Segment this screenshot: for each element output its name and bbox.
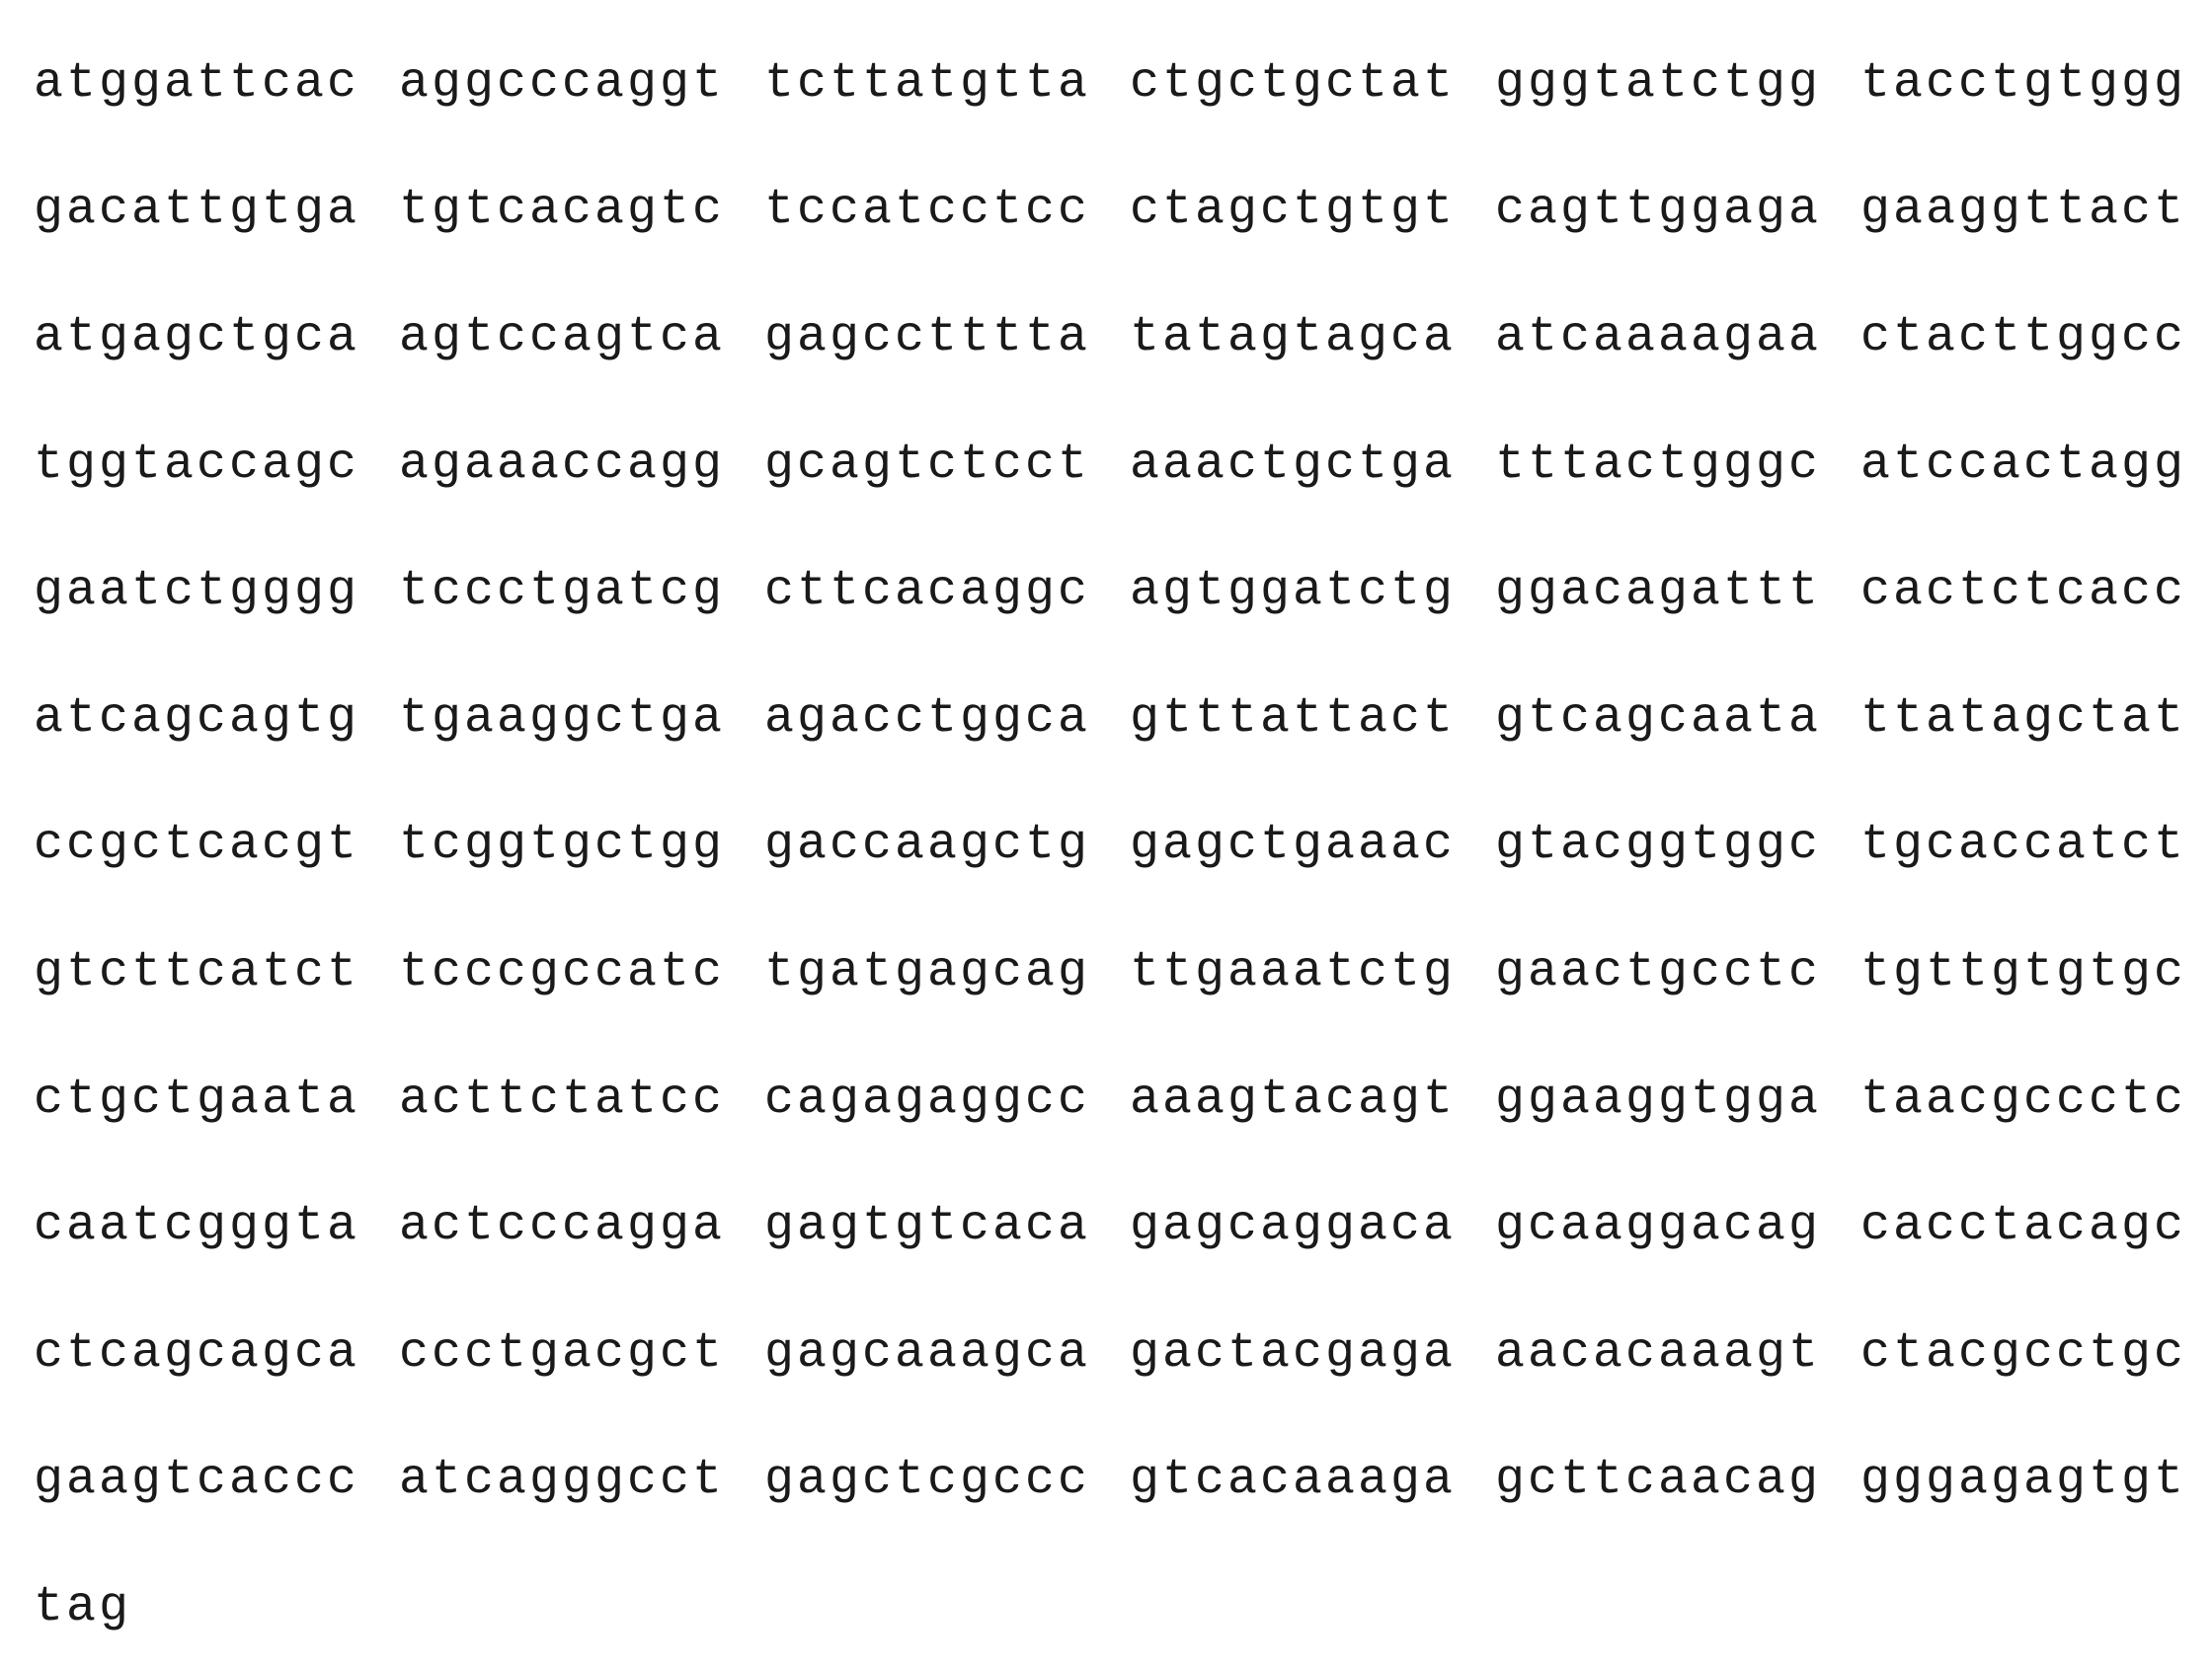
sequence-block: aaactgctga	[1130, 436, 1457, 493]
sequence-block: tgatgagcag	[764, 943, 1091, 1000]
sequence-block: tccatcctcc	[764, 182, 1091, 239]
sequence-block: gggagagtgt	[1860, 1452, 2187, 1509]
sequence-block: cacctacagc	[1860, 1198, 2187, 1255]
sequence-block: cactctcacc	[1860, 563, 2187, 620]
sequence-line: atggattcac aggcccaggt tcttatgtta ctgctgc…	[34, 20, 2212, 147]
sequence-line: atgagctgca agtccagtca gagcctttta tatagta…	[34, 274, 2212, 401]
sequence-block: gagcaggaca	[1130, 1198, 1457, 1255]
sequence-block: gaccaagctg	[764, 817, 1091, 874]
sequence-block: cagagaggcc	[764, 1071, 1091, 1128]
sequence-block: agtggatctg	[1130, 563, 1457, 620]
sequence-block: tatagtagca	[1130, 308, 1457, 365]
sequence-block: actcccagga	[399, 1198, 726, 1255]
sequence-block: tccctgatcg	[399, 563, 726, 620]
sequence-block: gtacggtggc	[1495, 817, 1822, 874]
sequence-block: gacattgtga	[34, 182, 360, 239]
sequence-block: gtttattact	[1130, 689, 1457, 747]
sequence-line: gacattgtga tgtcacagtc tccatcctcc ctagctg…	[34, 147, 2212, 275]
sequence-block: gtcagcaata	[1495, 689, 1822, 747]
sequence-block: ccctgacgct	[399, 1324, 726, 1382]
sequence-line: ccgctcacgt tcggtgctgg gaccaagctg gagctga…	[34, 782, 2212, 910]
sequence-block: aggcccaggt	[399, 54, 726, 112]
sequence-block: caatcgggta	[34, 1198, 360, 1255]
sequence-block: atcaaaagaa	[1495, 308, 1822, 365]
sequence-block: gagctcgccc	[764, 1452, 1091, 1509]
sequence-block: atgagctgca	[34, 308, 360, 365]
sequence-block: cagttggaga	[1495, 182, 1822, 239]
sequence-block: tcccgccatc	[399, 943, 726, 1000]
sequence-block: gaactgcctc	[1495, 943, 1822, 1000]
sequence-line: caatcgggta actcccagga gagtgtcaca gagcagg…	[34, 1162, 2212, 1290]
sequence-block: acttctatcc	[399, 1071, 726, 1128]
sequence-block: gtcttcatct	[34, 943, 360, 1000]
sequence-line: gaagtcaccc atcagggcct gagctcgccc gtcacaa…	[34, 1417, 2212, 1545]
sequence-block: ctgctgctat	[1130, 54, 1457, 112]
sequence-block: tgaaggctga	[399, 689, 726, 747]
sequence-block: gagcaaagca	[764, 1324, 1091, 1382]
sequence-block: gagtgtcaca	[764, 1198, 1091, 1255]
sequence-block: tttactgggc	[1495, 436, 1822, 493]
sequence-block: tgttgtgtgc	[1860, 943, 2187, 1000]
sequence-block: gcaaggacag	[1495, 1198, 1822, 1255]
sequence-line: tggtaccagc agaaaccagg gcagtctcct aaactgc…	[34, 401, 2212, 528]
sequence-block: agaaaccagg	[399, 436, 726, 493]
sequence-block: tgcaccatct	[1860, 817, 2187, 874]
sequence-block: atcagggcct	[399, 1452, 726, 1509]
sequence-block: tcggtgctgg	[399, 817, 726, 874]
sequence-block: ctgctgaata	[34, 1071, 360, 1128]
sequence-block: ggacagattt	[1495, 563, 1822, 620]
sequence-block: atccactagg	[1860, 436, 2187, 493]
sequence-block: gaatctgggg	[34, 563, 360, 620]
sequence-block: aacacaaagt	[1495, 1324, 1822, 1382]
sequence-block: cttcacaggc	[764, 563, 1091, 620]
sequence-block: ctacttggcc	[1860, 308, 2187, 365]
sequence-block: ccgctcacgt	[34, 817, 360, 874]
sequence-block: agacctggca	[764, 689, 1091, 747]
sequence-line: tag	[34, 1544, 2212, 1671]
sequence-block: tacctgtggg	[1860, 54, 2187, 112]
sequence-block: aaagtacagt	[1130, 1071, 1457, 1128]
sequence-block: gactacgaga	[1130, 1324, 1457, 1382]
sequence-line: ctgctgaata acttctatcc cagagaggcc aaagtac…	[34, 1036, 2212, 1163]
sequence-block: gcagtctcct	[764, 436, 1091, 493]
sequence-block: ttgaaatctg	[1130, 943, 1457, 1000]
sequence-block: gaagtcaccc	[34, 1452, 360, 1509]
sequence-block: gcttcaacag	[1495, 1452, 1822, 1509]
sequence-block: tgtcacagtc	[399, 182, 726, 239]
sequence-block: gaaggttact	[1860, 182, 2187, 239]
sequence-block: agtccagtca	[399, 308, 726, 365]
sequence-block: atggattcac	[34, 54, 360, 112]
sequence-block: gtcacaaaga	[1130, 1452, 1457, 1509]
sequence-block: ctagctgtgt	[1130, 182, 1457, 239]
sequence-block: tag	[34, 1578, 132, 1635]
sequence-block: gagctgaaac	[1130, 817, 1457, 874]
sequence-block: ctcagcagca	[34, 1324, 360, 1382]
sequence-line: gtcttcatct tcccgccatc tgatgagcag ttgaaat…	[34, 909, 2212, 1036]
sequence-line: gaatctgggg tccctgatcg cttcacaggc agtggat…	[34, 527, 2212, 655]
sequence-block: atcagcagtg	[34, 689, 360, 747]
sequence-block: ttatagctat	[1860, 689, 2187, 747]
sequence-line: ctcagcagca ccctgacgct gagcaaagca gactacg…	[34, 1290, 2212, 1417]
sequence-line: atcagcagtg tgaaggctga agacctggca gtttatt…	[34, 655, 2212, 782]
sequence-block: tggtaccagc	[34, 436, 360, 493]
sequence-block: gagcctttta	[764, 308, 1091, 365]
sequence-block: taacgccctc	[1860, 1071, 2187, 1128]
sequence-block: gggtatctgg	[1495, 54, 1822, 112]
nucleotide-sequence: atggattcac aggcccaggt tcttatgtta ctgctgc…	[34, 20, 2212, 1671]
sequence-block: tcttatgtta	[764, 54, 1091, 112]
sequence-block: ggaaggtgga	[1495, 1071, 1822, 1128]
sequence-block: ctacgcctgc	[1860, 1324, 2187, 1382]
